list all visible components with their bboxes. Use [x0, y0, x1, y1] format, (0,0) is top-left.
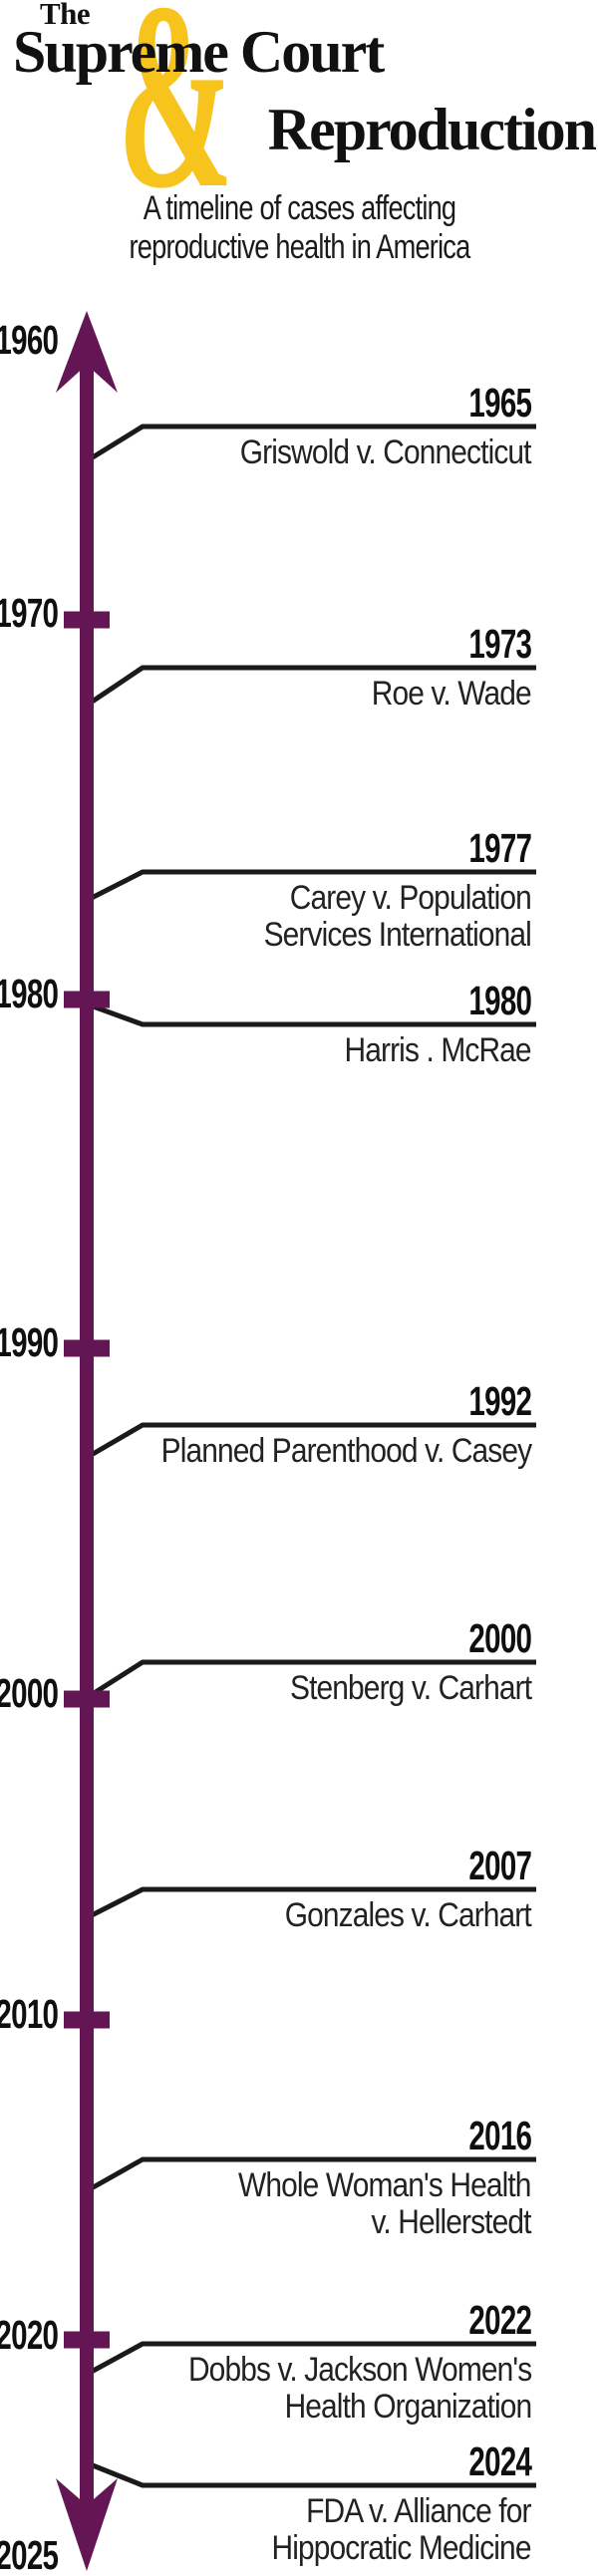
event-year-2016: 2016 — [468, 2113, 532, 2158]
axis-year-label-1970: 1970 — [0, 590, 59, 636]
event-case-line: Roe v. Wade — [372, 675, 532, 713]
decade-tick — [64, 2331, 110, 2349]
axis-year-label-2020: 2020 — [0, 2312, 59, 2358]
axis-year-label-1990: 1990 — [0, 1319, 59, 1365]
event-case-line: Stenberg v. Carhart — [289, 1669, 532, 1707]
event-case-line: v. Hellerstedt — [371, 2203, 532, 2241]
title-supreme-court: Supreme Court — [13, 19, 385, 85]
event-case-name: Carey v. Population Services Internationa… — [263, 879, 532, 954]
title-reproduction: Reproduction — [267, 97, 597, 162]
event-case-name: FDA v. Alliance for Hippocratic Medicine — [271, 2492, 532, 2567]
event-case-line: Gonzales v. Carhart — [284, 1896, 532, 1934]
decade-tick — [64, 1690, 110, 1708]
event-case-name: Harris . McRae — [344, 1031, 532, 1069]
event-case-line: Hippocratic Medicine — [271, 2529, 532, 2567]
event-case-name: Stenberg v. Carhart — [289, 1669, 532, 1707]
event-year-2000: 2000 — [468, 1615, 532, 1661]
event-year-2022: 2022 — [468, 2297, 532, 2343]
event-case-line: Carey v. Population — [289, 879, 532, 917]
event-year-1973: 1973 — [468, 621, 532, 667]
event-connector-line — [87, 2460, 536, 2488]
axis-year-label-2000: 2000 — [0, 1670, 59, 1716]
event-year-1980: 1980 — [468, 978, 532, 1023]
axis-year-label-1980: 1980 — [0, 971, 59, 1016]
ampersand-decoration: & — [118, 0, 234, 243]
event-connector-line — [86, 2341, 536, 2377]
event-case-line: FDA v. Alliance for — [306, 2492, 531, 2530]
event-connector-line — [86, 1886, 536, 1920]
event-year-1992: 1992 — [468, 1378, 532, 1424]
event-case-name: Griswold v. Connecticut — [240, 433, 532, 471]
event-connector-line — [86, 1659, 536, 1700]
event-case-line: Planned Parenthood v. Casey — [160, 1432, 531, 1470]
subtitle-line1: A timeline of cases affecting — [143, 189, 456, 227]
event-connector-line — [86, 2156, 536, 2193]
decade-tick — [64, 1339, 110, 1357]
decade-tick — [64, 2011, 110, 2029]
event-case-name: Planned Parenthood v. Casey — [160, 1433, 531, 1470]
event-connector-line — [87, 1002, 536, 1027]
event-year-1977: 1977 — [468, 825, 532, 871]
event-connector-line — [86, 869, 536, 903]
title-the: The — [40, 0, 91, 31]
event-case-line: Whole Woman's Health — [238, 2166, 531, 2204]
event-year-2024: 2024 — [468, 2438, 532, 2484]
event-case-line: Dobbs v. Jackson Women's — [187, 2351, 532, 2389]
event-connector-line — [86, 1422, 536, 1460]
decade-tick — [64, 611, 110, 629]
subtitle-line2: reproductive health in America — [129, 228, 471, 266]
decade-tick — [64, 991, 110, 1008]
event-case-name: Dobbs v. Jackson Women's Health Organizat… — [187, 2351, 532, 2426]
timeline-axis — [80, 355, 94, 2511]
event-case-line: Services International — [263, 916, 532, 954]
event-case-line: Health Organization — [284, 2388, 532, 2426]
event-case-line: Harris . McRae — [344, 1031, 532, 1069]
event-connector-line — [86, 665, 536, 708]
event-case-name: Roe v. Wade — [372, 675, 532, 713]
event-case-name: Whole Woman's Health v. Hellerstedt — [238, 2167, 531, 2241]
axis-arrowhead-down — [56, 2478, 118, 2571]
event-case-line: Griswold v. Connecticut — [240, 433, 532, 471]
event-year-1965: 1965 — [468, 380, 532, 426]
axis-year-label-1960: 1960 — [0, 317, 59, 363]
axis-year-label-2025: 2025 — [0, 2532, 59, 2576]
axis-arrowhead-up — [56, 311, 118, 393]
event-year-2007: 2007 — [468, 1843, 532, 1888]
event-connector-line — [86, 424, 536, 463]
axis-year-label-2010: 2010 — [0, 1991, 59, 2037]
event-case-name: Gonzales v. Carhart — [284, 1896, 532, 1934]
